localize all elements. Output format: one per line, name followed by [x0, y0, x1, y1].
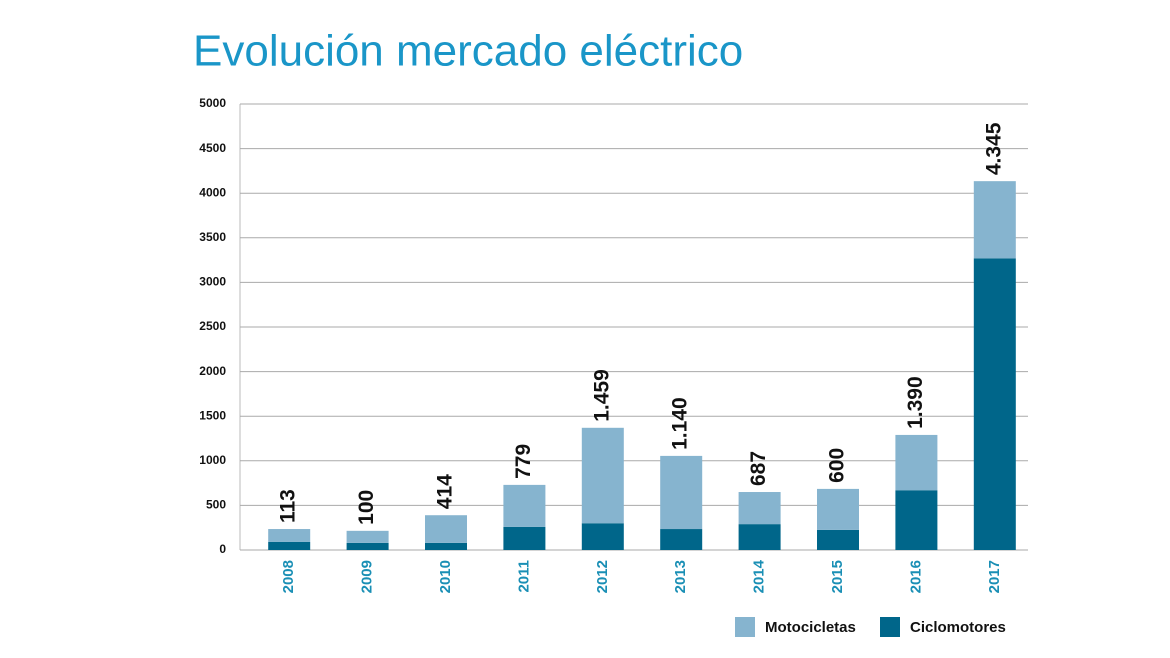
- bar-segment: [503, 526, 546, 550]
- legend-label: Motocicletas: [765, 619, 856, 636]
- bar-segment: [660, 529, 703, 550]
- y-tick-label: 4000: [199, 185, 226, 199]
- bar-segment: [425, 542, 467, 550]
- y-tick-label: 1500: [199, 408, 226, 422]
- total-label: 100: [355, 490, 378, 525]
- y-tick-label: 5000: [199, 96, 226, 110]
- total-label: 4.345: [982, 122, 1005, 175]
- bar-segment: [895, 434, 938, 491]
- legend-label: Ciclomotores: [910, 619, 1006, 636]
- total-label: 687: [747, 451, 770, 486]
- x-tick-label: 2010: [437, 560, 454, 593]
- bar-segment: [346, 542, 389, 550]
- bar-segment: [581, 523, 624, 550]
- bar-segment: [817, 488, 859, 530]
- total-label: 600: [826, 448, 849, 483]
- total-label: 1.140: [669, 397, 692, 450]
- bar-segment: [973, 181, 1016, 259]
- total-label: 1.459: [590, 369, 613, 422]
- x-tick-label: 2015: [829, 560, 846, 593]
- bar-segment: [973, 258, 1016, 550]
- total-label: 113: [277, 489, 300, 523]
- y-tick-label: 0: [219, 542, 226, 556]
- bar-segment: [581, 427, 624, 524]
- y-tick-label: 2000: [199, 364, 226, 378]
- x-tick-label: 2014: [751, 559, 768, 593]
- bar-segment: [268, 541, 311, 550]
- y-tick-label: 3000: [199, 275, 226, 289]
- bar-segment: [346, 530, 389, 543]
- chart-title: Evolución mercado eléctrico: [193, 27, 743, 76]
- total-label: 414: [434, 474, 457, 509]
- x-tick-label: 2016: [907, 560, 924, 593]
- legend-swatch: [735, 617, 755, 637]
- bar-segment: [738, 492, 781, 525]
- y-tick-label: 1000: [199, 453, 226, 467]
- x-tick-label: 2012: [594, 560, 611, 593]
- bar-segment: [895, 490, 938, 550]
- x-tick-label: 2013: [672, 560, 689, 593]
- bar-segment: [503, 484, 546, 527]
- y-tick-label: 2500: [199, 319, 226, 333]
- x-tick-label: 2017: [986, 560, 1003, 593]
- x-tick-label: 2009: [359, 560, 376, 593]
- bar-segment: [268, 529, 311, 542]
- total-label: 1.390: [904, 376, 927, 429]
- bar-segment: [660, 455, 703, 530]
- y-tick-label: 3500: [199, 230, 226, 244]
- x-tick-label: 2008: [280, 560, 297, 593]
- bar-segment: [425, 515, 467, 543]
- y-tick-label: 4500: [199, 141, 226, 155]
- total-label: 779: [512, 444, 535, 479]
- x-tick-label: 2011: [515, 560, 532, 593]
- bar-segment: [738, 524, 781, 550]
- bar-segment: [817, 529, 859, 550]
- y-tick-label: 500: [206, 498, 226, 512]
- legend-swatch: [880, 617, 900, 637]
